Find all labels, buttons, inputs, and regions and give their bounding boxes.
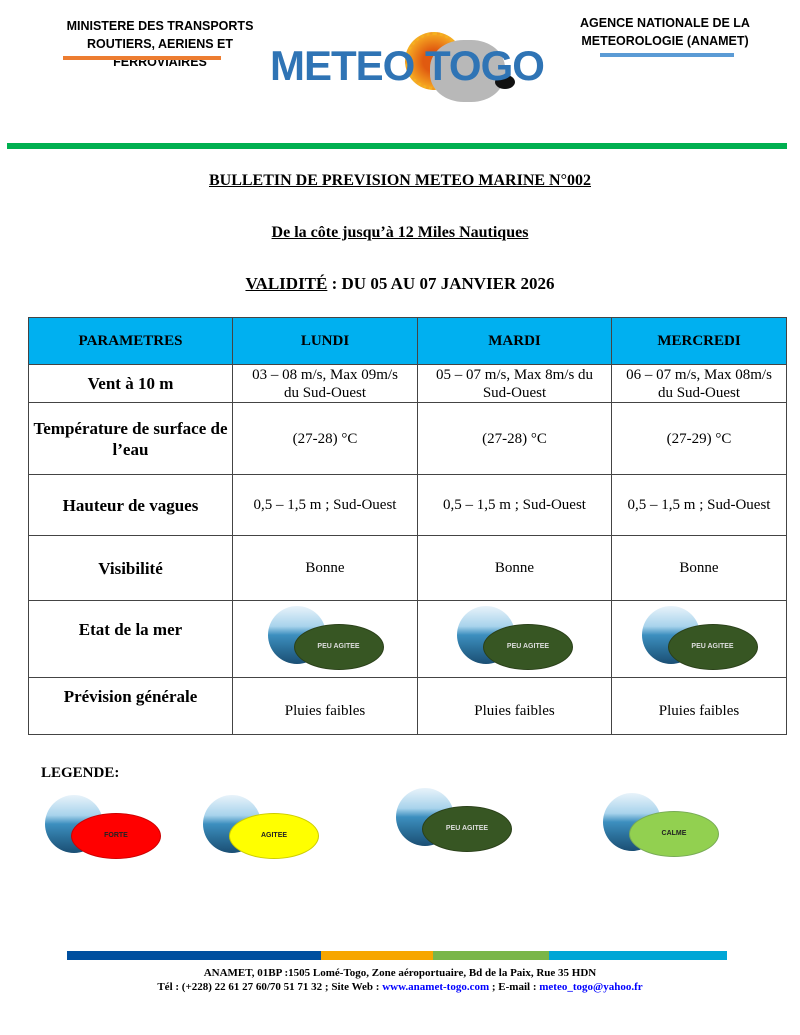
table-cell: Bonne bbox=[232, 535, 418, 601]
legend-title: LEGENDE: bbox=[41, 765, 120, 781]
header-mercredi: MERCREDI bbox=[611, 317, 787, 365]
cloud-icon bbox=[430, 40, 505, 102]
table-cell: Bonne bbox=[611, 535, 787, 601]
table-cell: Bonne bbox=[417, 535, 612, 601]
logo-text: METEO TOGO bbox=[270, 42, 545, 89]
legend-label: PEU AGITEE bbox=[422, 806, 512, 852]
table-header-row: PARAMETRES LUNDI MARDI MERCREDI bbox=[28, 317, 787, 365]
table-cell: (27-28) °C bbox=[232, 402, 418, 475]
sea-state-cell: PEU AGITEE bbox=[611, 600, 787, 678]
footer-color-bar bbox=[67, 951, 727, 960]
legend-label: AGITEE bbox=[229, 813, 319, 859]
sea-state-icon: PEU AGITEE bbox=[457, 605, 573, 670]
validity: VALIDITÉ : DU 05 AU 07 JANVIER 2026 bbox=[0, 274, 800, 294]
forecast-table: PARAMETRES LUNDI MARDI MERCREDI Vent à 1… bbox=[28, 317, 787, 735]
table-cell: 03 – 08 m/s, Max 09m/s du Sud-Ouest bbox=[232, 364, 418, 403]
param-label: Température de surface de l’eau bbox=[28, 402, 233, 475]
ministry-name: MINISTERE DES TRANSPORTS ROUTIERS, AERIEN… bbox=[40, 17, 280, 71]
table-cell: 05 – 07 m/s, Max 8m/s du Sud-Ouest bbox=[417, 364, 612, 403]
param-label: Etat de la mer bbox=[28, 600, 233, 678]
table-row: Visibilité Bonne Bonne Bonne bbox=[28, 535, 787, 601]
sea-state-label: PEU AGITEE bbox=[293, 623, 384, 670]
table-cell: 0,5 – 1,5 m ; Sud-Ouest bbox=[611, 474, 787, 536]
bulletin-subtitle: De la côte jusqu’à 12 Miles Nautiques bbox=[271, 224, 529, 241]
blue-divider bbox=[600, 53, 734, 57]
footer-email-label: ; E-mail : bbox=[489, 981, 540, 993]
meteo-togo-logo: METEO TOGO bbox=[270, 30, 570, 110]
footer-address: ANAMET, 01BP :1505 Lomé-Togo, Zone aérop… bbox=[203, 967, 597, 979]
param-label: Visibilité bbox=[28, 535, 233, 601]
table-row: Etat de la mer PEU AGITEE PEU AGITEE PEU… bbox=[28, 600, 787, 678]
header-lundi: LUNDI bbox=[232, 317, 418, 365]
table-row: Prévision générale Pluies faibles Pluies… bbox=[28, 677, 787, 735]
orange-divider bbox=[63, 56, 221, 60]
table-cell: Pluies faibles bbox=[611, 677, 787, 735]
bulletin-title: BULLETIN DE PREVISION METEO MARINE N°002 bbox=[208, 172, 591, 189]
agency-name: AGENCE NATIONALE DE LA METEOROLOGIE (ANAM… bbox=[565, 14, 765, 50]
table-cell: Pluies faibles bbox=[232, 677, 418, 735]
ministry-line2: ROUTIERS, AERIENS ET FERROVIAIRES bbox=[86, 37, 234, 69]
sea-state-label: PEU AGITEE bbox=[483, 623, 573, 670]
validity-value: : DU 05 AU 07 JANVIER 2026 bbox=[327, 274, 555, 293]
param-label: Hauteur de vagues bbox=[28, 474, 233, 536]
agency-line2: METEOROLOGIE (ANAMET) bbox=[581, 34, 749, 48]
table-cell: (27-28) °C bbox=[417, 402, 612, 475]
legend-peu-agitee: PEU AGITEE bbox=[396, 788, 512, 852]
table-cell: 0,5 – 1,5 m ; Sud-Ouest bbox=[232, 474, 418, 536]
table-cell: (27-29) °C bbox=[611, 402, 787, 475]
sea-state-label: PEU AGITEE bbox=[667, 623, 758, 670]
sea-state-cell: PEU AGITEE bbox=[417, 600, 612, 678]
table-cell: 06 – 07 m/s, Max 08m/s du Sud-Ouest bbox=[611, 364, 787, 403]
header-parametres: PARAMETRES bbox=[28, 317, 233, 365]
sea-state-icon: PEU AGITEE bbox=[267, 605, 384, 670]
storm-cloud-icon bbox=[495, 75, 515, 89]
legend-label: CALME bbox=[629, 811, 719, 857]
green-divider bbox=[7, 143, 787, 149]
footer-phone: Tél : (+228) 22 61 27 60/70 51 71 32 ; S… bbox=[157, 981, 383, 993]
legend-agitee: AGITEE bbox=[203, 795, 319, 859]
table-row: Hauteur de vagues 0,5 – 1,5 m ; Sud-Oues… bbox=[28, 474, 787, 536]
sea-state-cell: PEU AGITEE bbox=[232, 600, 418, 678]
email-link[interactable]: meteo_togo@yahoo.fr bbox=[539, 981, 643, 993]
table-cell: Pluies faibles bbox=[417, 677, 612, 735]
table-cell: 0,5 – 1,5 m ; Sud-Ouest bbox=[417, 474, 612, 536]
footer-contact: Tél : (+228) 22 61 27 60/70 51 71 32 ; S… bbox=[0, 980, 800, 994]
legend-forte: FORTE bbox=[45, 795, 161, 859]
validity-label: VALIDITÉ bbox=[245, 274, 328, 293]
agency-line1: AGENCE NATIONALE DE LA bbox=[580, 16, 750, 30]
param-label: Vent à 10 m bbox=[28, 364, 233, 403]
table-row: Température de surface de l’eau (27-28) … bbox=[28, 402, 787, 475]
sea-state-icon: PEU AGITEE bbox=[641, 605, 758, 670]
footer: ANAMET, 01BP :1505 Lomé-Togo, Zone aérop… bbox=[0, 966, 800, 994]
legend-label: FORTE bbox=[71, 813, 161, 859]
website-link[interactable]: www.anamet-togo.com bbox=[382, 981, 490, 993]
legend-calme: CALME bbox=[603, 793, 719, 857]
ministry-line1: MINISTERE DES TRANSPORTS bbox=[66, 19, 254, 33]
param-label: Prévision générale bbox=[28, 677, 233, 735]
header-mardi: MARDI bbox=[417, 317, 612, 365]
table-row: Vent à 10 m 03 – 08 m/s, Max 09m/s du Su… bbox=[28, 364, 787, 403]
